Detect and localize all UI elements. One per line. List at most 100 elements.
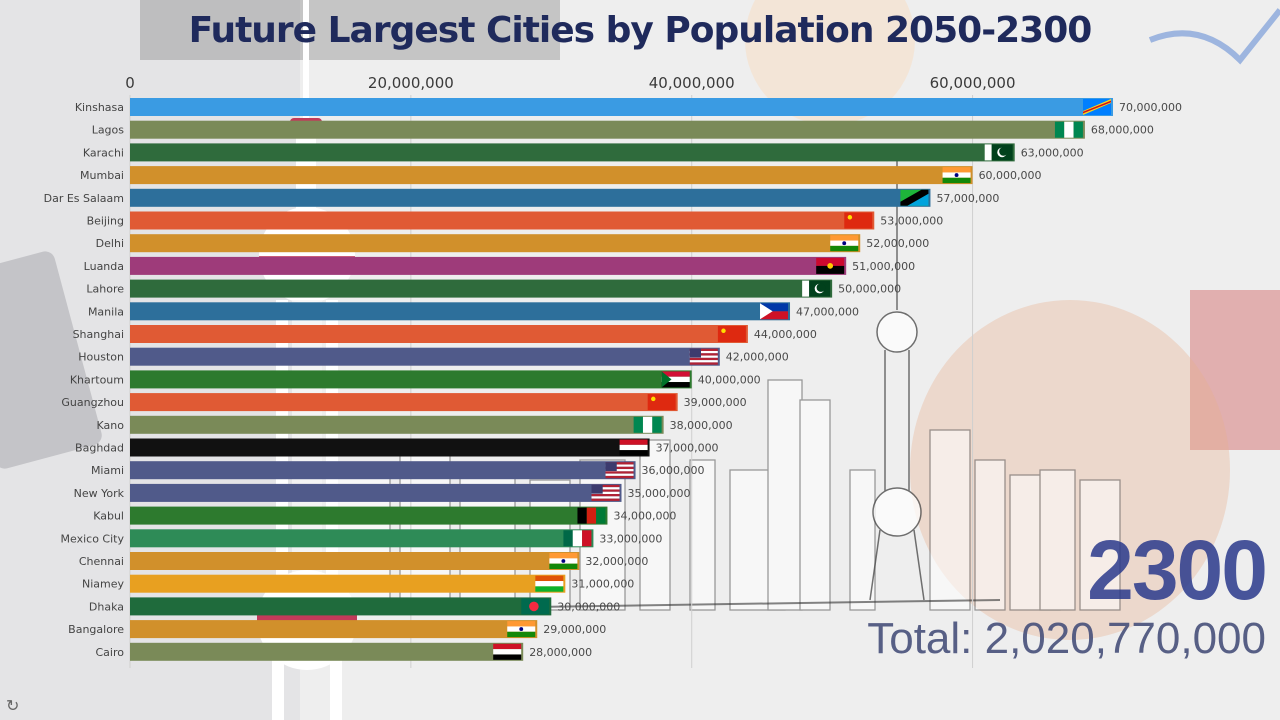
city-label: Lahore [86,283,124,296]
bar-row: Kabul 34,000,000 [93,506,676,525]
flag-icon [900,189,929,206]
bar-row: Mumbai 60,000,000 [80,166,1042,185]
flag-icon [521,598,550,615]
bar-row: Miami 36,000,000 [91,461,705,480]
flag-icon [661,371,690,388]
bar-row: Khartoum 40,000,000 [70,370,761,389]
bar [130,574,566,593]
bar-row: Shanghai 44,000,000 [73,325,817,343]
bar [130,415,664,434]
flag-icon [816,257,845,274]
bar-row: Delhi 52,000,000 [96,234,929,253]
bar [130,642,524,661]
value-label: 33,000,000 [599,532,662,545]
bar [130,506,608,525]
flag-icon [647,394,676,411]
bar-row: Cairo 28,000,000 [96,642,592,661]
flag-icon [577,507,606,524]
city-label: New York [74,487,125,500]
flag-icon [563,530,592,547]
bar [130,120,1085,139]
city-label: Delhi [96,237,124,250]
city-label: Cairo [96,646,125,659]
value-label: 32,000,000 [585,555,648,568]
value-label: 31,000,000 [571,578,634,591]
bar [130,234,861,253]
flag-icon [984,144,1013,161]
bar [130,483,622,502]
city-label: Guangzhou [61,396,124,409]
bar-row: Bangalore 29,000,000 [68,620,606,639]
value-label: 36,000,000 [642,464,705,477]
bar [130,347,720,366]
year-label: 2300 [1087,523,1268,617]
flag-icon [1054,121,1083,138]
bar [130,279,833,298]
flag-icon [493,643,522,660]
bar-row: Kano 38,000,000 [97,415,733,434]
value-label: 60,000,000 [979,169,1042,182]
value-label: 39,000,000 [684,396,747,409]
value-label: 35,000,000 [628,487,691,500]
bar [130,552,580,570]
value-label: 30,000,000 [557,600,620,613]
flag-icon [1083,99,1111,115]
bar [130,143,1015,162]
flag-icon [830,235,859,252]
replay-icon[interactable]: ↻ [6,696,20,715]
flag-icon [535,575,564,592]
value-label: 28,000,000 [529,646,592,659]
flag-icon [942,167,971,184]
bar [130,98,1113,116]
bar-row: Niamey 31,000,000 [82,574,634,593]
city-label: Bangalore [68,623,124,636]
bar-row: Chennai 32,000,000 [79,552,648,570]
city-label: Luanda [84,260,124,273]
flag-icon [844,212,873,229]
city-label: Karachi [83,146,124,159]
value-label: 51,000,000 [852,260,915,273]
flag-icon [633,416,662,433]
chart-title: Future Largest Cities by Population 2050… [188,10,1093,51]
value-label: 68,000,000 [1091,124,1154,137]
city-label: Niamey [82,578,125,591]
flag-icon [605,462,634,479]
bar [130,370,692,389]
bar-row: Lagos 68,000,000 [92,120,1154,139]
bar [130,393,678,412]
x-tick-label: 60,000,000 [930,74,1016,92]
value-label: 37,000,000 [656,442,719,455]
flag-icon [802,280,831,297]
bar-row: Kinshasa 70,000,000 [75,98,1182,116]
value-label: 70,000,000 [1119,101,1182,114]
city-label: Dhaka [89,600,124,613]
flag-icon [717,326,746,342]
value-label: 53,000,000 [880,215,943,228]
bar [130,597,552,616]
value-label: 29,000,000 [543,623,606,636]
flag-icon [689,348,718,365]
bar [130,166,973,185]
bar-row: Karachi 63,000,000 [83,143,1084,162]
bar-row: Baghdad 37,000,000 [75,438,719,457]
city-label: Khartoum [70,373,124,386]
bar [130,325,748,343]
bar [130,211,875,230]
bar [130,188,931,207]
bar [130,529,594,548]
city-label: Manila [88,305,124,318]
bar [130,438,650,457]
bar-row: Guangzhou 39,000,000 [61,393,747,412]
value-label: 34,000,000 [613,510,676,523]
value-label: 38,000,000 [670,419,733,432]
bar-row: New York 35,000,000 [74,483,691,502]
flag-icon [591,484,620,501]
bar [130,461,636,480]
city-label: Kano [97,419,125,432]
city-label: Mexico City [61,532,125,545]
value-label: 42,000,000 [726,351,789,364]
flag-icon [507,621,536,638]
bar [130,256,847,275]
value-label: 44,000,000 [754,328,817,341]
bar-row: Mexico City 33,000,000 [61,529,662,548]
